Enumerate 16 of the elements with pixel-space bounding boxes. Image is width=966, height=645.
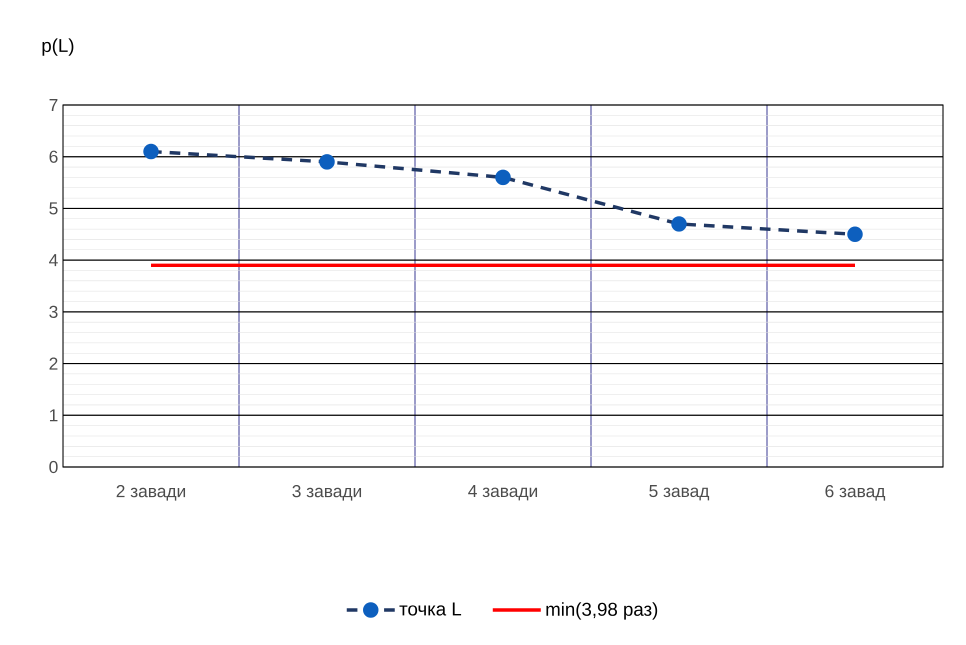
y-tick-label: 0 — [49, 460, 58, 474]
x-tick-label: 4 завади — [468, 485, 538, 500]
y-tick-label: 6 — [50, 150, 58, 163]
x-tick-label: 6 завад — [825, 485, 886, 501]
y-tick-label: 7 — [50, 99, 58, 111]
y-tick-label: 5 — [49, 202, 58, 214]
y-tick-label: 1 — [50, 409, 58, 422]
y-tick-label: 3 — [49, 306, 58, 318]
x-tick-label: 3 завади — [292, 485, 362, 501]
legend-label: min(3,98 раз) — [546, 602, 658, 620]
y-tick-label: 2 — [50, 358, 58, 370]
x-tick-label: 5 завад — [649, 485, 710, 500]
y-tick-label: 4 — [49, 254, 58, 266]
x-tick-label: 2 завади — [116, 485, 186, 501]
legend-label: точка L — [399, 602, 462, 616]
y-axis-title: p(L) — [42, 38, 74, 56]
